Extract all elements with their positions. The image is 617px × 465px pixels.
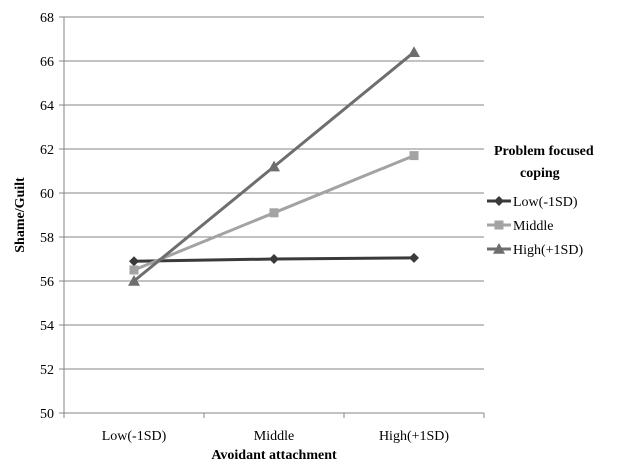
x-tick-label: High(+1SD) <box>379 429 449 444</box>
legend-items: Low(-1SD) Middle High(+1SD) <box>487 195 583 258</box>
legend-label: Low(-1SD) <box>513 195 578 210</box>
data-point <box>269 254 279 264</box>
series-0 <box>129 252 419 267</box>
data-point <box>409 151 419 161</box>
y-tick-label: 62 <box>40 143 54 158</box>
data-point <box>409 252 419 263</box>
data-point <box>128 275 140 286</box>
legend-label: High(+1SD) <box>513 243 583 258</box>
y-tick-label: 52 <box>40 363 54 378</box>
legend-title-line1: Problem focused <box>494 144 594 159</box>
y-tick-label: 50 <box>40 407 54 422</box>
legend-item: Low(-1SD) <box>487 195 578 210</box>
data-point <box>408 46 420 57</box>
y-tick-label: 68 <box>40 11 54 26</box>
series-2 <box>128 46 420 286</box>
legend: Problem focused coping Low(-1SD) Middle Hi… <box>487 144 594 258</box>
series-1 <box>129 151 419 275</box>
y-tick-label: 54 <box>40 319 54 334</box>
triangle-marker-icon <box>493 243 505 254</box>
x-axis-title: Avoidant attachment <box>211 448 337 463</box>
data-point <box>129 256 139 267</box>
legend-item: High(+1SD) <box>487 243 583 258</box>
axes <box>63 17 484 414</box>
data-point <box>129 265 139 275</box>
gridlines <box>59 16 485 418</box>
y-axis-title: Shame/Guilt <box>13 177 28 253</box>
legend-label: Middle <box>513 219 553 234</box>
legend-title-line2: coping <box>520 166 560 181</box>
x-tick-labels: Low(-1SD) Middle High(+1SD) <box>102 429 450 444</box>
square-marker-icon <box>494 220 504 230</box>
diamond-marker-icon <box>494 196 504 206</box>
y-tick-label: 66 <box>40 55 54 70</box>
y-tick-label: 56 <box>40 275 54 290</box>
x-tick-label: Low(-1SD) <box>102 429 167 444</box>
y-tick-label: 64 <box>40 99 54 114</box>
series-group <box>128 46 420 286</box>
data-point <box>269 208 279 218</box>
data-point <box>268 160 280 172</box>
y-tick-label: 60 <box>40 187 54 202</box>
legend-item: Middle <box>487 219 553 234</box>
y-tick-labels: 50 52 54 56 58 60 62 64 66 68 <box>40 11 54 422</box>
x-tick-label: Middle <box>254 429 294 444</box>
y-tick-label: 58 <box>40 231 54 246</box>
